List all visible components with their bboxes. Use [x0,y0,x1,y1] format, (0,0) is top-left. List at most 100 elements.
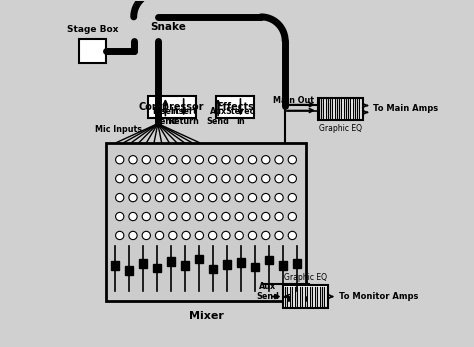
FancyBboxPatch shape [223,260,231,269]
Circle shape [169,155,177,164]
Text: Mic Inputs: Mic Inputs [95,125,142,134]
Text: Insert
Return: Insert Return [168,107,199,126]
Text: Insert
Send: Insert Send [152,107,179,126]
Text: Stereo
In: Stereo In [225,107,255,126]
FancyBboxPatch shape [139,259,147,268]
Text: Snake: Snake [150,22,186,32]
Circle shape [222,155,230,164]
Circle shape [262,231,270,239]
Circle shape [275,175,283,183]
Circle shape [129,194,137,202]
Circle shape [222,194,230,202]
Circle shape [155,175,164,183]
Text: Aux
Send: Aux Send [207,107,229,126]
Circle shape [235,194,243,202]
FancyBboxPatch shape [125,266,133,274]
Circle shape [248,194,256,202]
FancyBboxPatch shape [153,264,161,272]
Circle shape [262,175,270,183]
Text: Aux
Send: Aux Send [256,282,279,301]
Circle shape [195,175,203,183]
Text: To Main Amps: To Main Amps [373,104,438,113]
FancyBboxPatch shape [283,285,328,308]
Text: To Monitor Amps: To Monitor Amps [338,292,418,301]
FancyBboxPatch shape [318,98,363,120]
Text: Mixer: Mixer [189,311,223,321]
Text: Graphic EQ: Graphic EQ [284,273,328,282]
Circle shape [116,212,124,221]
Circle shape [235,212,243,221]
Text: Graphic EQ: Graphic EQ [319,124,362,133]
Circle shape [288,175,296,183]
FancyBboxPatch shape [181,261,189,270]
Circle shape [275,194,283,202]
Circle shape [262,212,270,221]
Circle shape [169,194,177,202]
Circle shape [169,212,177,221]
Circle shape [142,155,150,164]
FancyBboxPatch shape [216,96,254,118]
Circle shape [195,194,203,202]
Text: Stage Box: Stage Box [67,25,118,34]
Circle shape [155,194,164,202]
FancyBboxPatch shape [251,263,259,271]
Circle shape [235,231,243,239]
Circle shape [182,231,190,239]
Circle shape [116,155,124,164]
Circle shape [262,155,270,164]
Text: Effects: Effects [216,102,254,112]
FancyBboxPatch shape [79,39,106,64]
Circle shape [222,231,230,239]
Circle shape [222,212,230,221]
Circle shape [129,212,137,221]
Circle shape [129,231,137,239]
Circle shape [116,231,124,239]
FancyBboxPatch shape [279,261,287,270]
Circle shape [182,155,190,164]
Circle shape [248,231,256,239]
Circle shape [195,155,203,164]
Circle shape [248,155,256,164]
Circle shape [169,231,177,239]
Circle shape [142,212,150,221]
Circle shape [129,155,137,164]
Circle shape [288,212,296,221]
Circle shape [116,194,124,202]
Text: Main Out: Main Out [273,96,314,105]
Circle shape [116,175,124,183]
Circle shape [169,175,177,183]
FancyBboxPatch shape [265,256,273,264]
Circle shape [209,155,217,164]
Circle shape [209,231,217,239]
FancyBboxPatch shape [147,96,196,118]
Circle shape [275,231,283,239]
FancyBboxPatch shape [167,257,175,265]
FancyBboxPatch shape [195,255,203,263]
Circle shape [155,155,164,164]
Circle shape [195,231,203,239]
FancyBboxPatch shape [209,264,217,273]
Circle shape [195,212,203,221]
Circle shape [248,212,256,221]
Circle shape [209,212,217,221]
Circle shape [182,175,190,183]
FancyBboxPatch shape [106,143,306,301]
Circle shape [142,175,150,183]
Circle shape [209,175,217,183]
Circle shape [235,155,243,164]
FancyBboxPatch shape [110,261,119,270]
Circle shape [275,155,283,164]
Circle shape [275,212,283,221]
Circle shape [155,212,164,221]
Circle shape [182,212,190,221]
FancyBboxPatch shape [293,259,301,268]
Circle shape [209,194,217,202]
Circle shape [129,175,137,183]
Circle shape [288,194,296,202]
Circle shape [262,194,270,202]
Circle shape [288,155,296,164]
FancyBboxPatch shape [237,258,245,267]
Text: Compressor: Compressor [139,102,204,112]
Circle shape [288,231,296,239]
Circle shape [182,194,190,202]
